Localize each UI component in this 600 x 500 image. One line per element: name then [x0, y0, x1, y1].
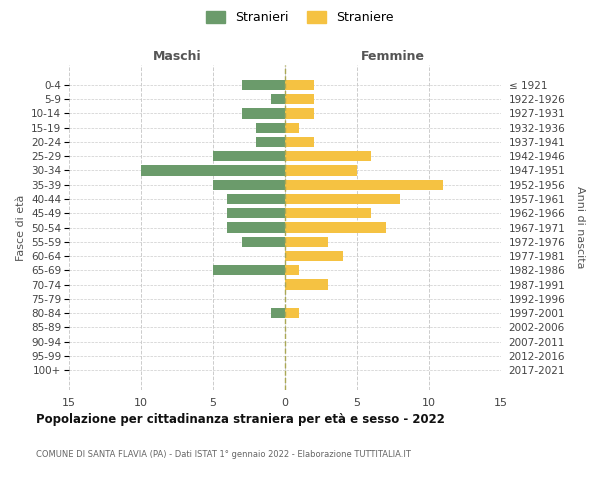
Bar	[242, 236, 285, 247]
Bar	[227, 194, 285, 204]
Bar	[285, 208, 371, 218]
Bar	[285, 80, 314, 90]
Bar	[256, 122, 285, 133]
Bar	[256, 137, 285, 147]
Bar	[285, 251, 343, 261]
Y-axis label: Fasce di età: Fasce di età	[16, 194, 26, 260]
Text: Popolazione per cittadinanza straniera per età e sesso - 2022: Popolazione per cittadinanza straniera p…	[36, 412, 445, 426]
Bar	[285, 94, 314, 104]
Bar	[227, 222, 285, 232]
Bar	[141, 166, 285, 175]
Bar	[242, 108, 285, 118]
Bar	[285, 151, 371, 162]
Bar	[227, 208, 285, 218]
Bar	[285, 222, 386, 232]
Bar	[285, 265, 299, 276]
Bar	[285, 236, 328, 247]
Text: Maschi: Maschi	[152, 50, 202, 62]
Bar	[213, 180, 285, 190]
Text: Femmine: Femmine	[361, 50, 425, 62]
Bar	[285, 166, 357, 175]
Bar	[285, 122, 299, 133]
Bar	[271, 94, 285, 104]
Bar	[242, 80, 285, 90]
Bar	[213, 265, 285, 276]
Bar	[285, 194, 400, 204]
Bar	[213, 151, 285, 162]
Bar	[285, 180, 443, 190]
Y-axis label: Anni di nascita: Anni di nascita	[575, 186, 585, 269]
Text: COMUNE DI SANTA FLAVIA (PA) - Dati ISTAT 1° gennaio 2022 - Elaborazione TUTTITAL: COMUNE DI SANTA FLAVIA (PA) - Dati ISTAT…	[36, 450, 411, 459]
Bar	[271, 308, 285, 318]
Bar	[285, 137, 314, 147]
Bar	[285, 108, 314, 118]
Bar	[285, 308, 299, 318]
Bar	[285, 280, 328, 289]
Legend: Stranieri, Straniere: Stranieri, Straniere	[202, 6, 398, 29]
